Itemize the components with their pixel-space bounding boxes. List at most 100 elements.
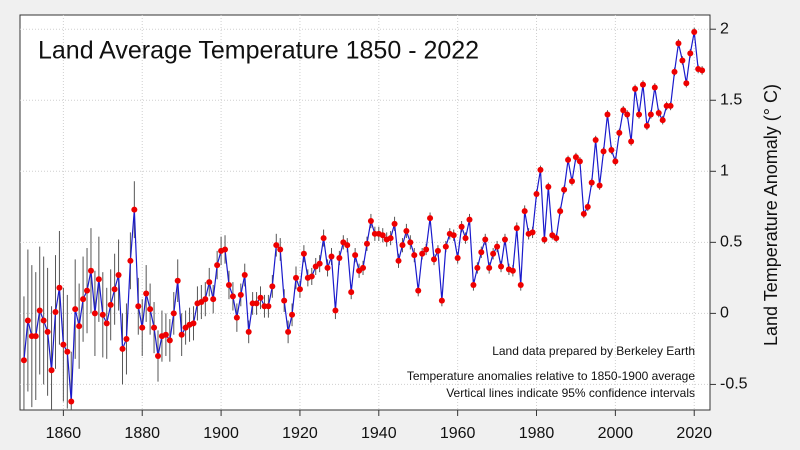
data-point xyxy=(494,243,501,250)
data-point xyxy=(56,284,63,291)
data-point xyxy=(620,107,627,114)
data-point xyxy=(498,263,505,270)
data-point xyxy=(206,279,213,286)
data-point xyxy=(659,117,666,124)
data-point xyxy=(320,235,327,242)
data-point xyxy=(509,267,516,274)
data-point xyxy=(103,320,110,327)
data-point xyxy=(683,80,690,87)
data-point xyxy=(545,183,552,190)
data-point xyxy=(64,348,71,355)
data-point xyxy=(407,239,414,246)
data-point xyxy=(458,223,465,230)
data-point xyxy=(123,335,130,342)
data-point xyxy=(679,57,686,64)
data-point xyxy=(557,208,564,215)
data-point xyxy=(482,236,489,243)
chart-title: Land Average Temperature 1850 - 2022 xyxy=(38,37,479,65)
data-point xyxy=(20,357,27,364)
data-point xyxy=(76,323,83,330)
data-point xyxy=(269,283,276,290)
data-point xyxy=(379,232,386,239)
data-point xyxy=(348,289,355,296)
data-point xyxy=(572,154,579,161)
data-point xyxy=(454,254,461,261)
data-point xyxy=(655,110,662,117)
data-point xyxy=(115,272,122,279)
data-point xyxy=(541,236,548,243)
data-point xyxy=(84,287,91,294)
data-point xyxy=(95,276,102,283)
data-point xyxy=(474,264,481,271)
data-point xyxy=(91,310,98,317)
y-tick-label: -0.5 xyxy=(720,376,748,393)
x-tick-label: 1940 xyxy=(361,425,397,442)
data-point xyxy=(241,272,248,279)
data-point xyxy=(222,246,229,253)
data-point xyxy=(675,40,682,47)
x-tick-label: 1920 xyxy=(282,425,318,442)
data-point xyxy=(604,111,611,118)
y-tick-label: 2 xyxy=(720,20,729,37)
data-point xyxy=(643,122,650,129)
data-point xyxy=(367,218,374,225)
data-point xyxy=(363,240,370,247)
data-point xyxy=(225,281,232,288)
data-point xyxy=(521,208,528,215)
data-point xyxy=(352,252,359,259)
data-point xyxy=(285,328,292,335)
data-point xyxy=(438,297,445,304)
data-point xyxy=(513,225,520,232)
data-point xyxy=(533,191,540,198)
data-point xyxy=(427,215,434,222)
data-point xyxy=(470,281,477,288)
data-point xyxy=(395,257,402,264)
data-point xyxy=(403,227,410,234)
data-point xyxy=(442,243,449,250)
data-point xyxy=(580,210,587,217)
data-point xyxy=(40,317,47,324)
data-point xyxy=(162,331,169,338)
data-point xyxy=(253,300,260,307)
x-tick-label: 1980 xyxy=(519,425,555,442)
x-tick-label: 2020 xyxy=(676,425,712,442)
data-point xyxy=(490,250,497,257)
data-point xyxy=(80,296,87,303)
data-point xyxy=(360,264,367,271)
data-point xyxy=(423,246,430,253)
data-point xyxy=(324,264,331,271)
data-point xyxy=(210,296,217,303)
data-point xyxy=(151,324,158,331)
annotation: Land data prepared by Berkeley Earth xyxy=(492,344,695,358)
data-point xyxy=(245,328,252,335)
data-point xyxy=(237,291,244,298)
data-point xyxy=(561,186,568,193)
data-point xyxy=(612,158,619,165)
data-point xyxy=(44,328,51,335)
data-point xyxy=(636,111,643,118)
data-point xyxy=(691,29,698,36)
data-point xyxy=(68,398,75,405)
data-point xyxy=(671,68,678,75)
data-point xyxy=(135,303,142,310)
x-tick-label: 1860 xyxy=(46,425,82,442)
data-point xyxy=(229,293,236,300)
data-point xyxy=(166,337,173,344)
data-point xyxy=(52,308,59,315)
data-point xyxy=(24,317,31,324)
data-point xyxy=(517,281,524,288)
data-point xyxy=(300,250,307,257)
data-point xyxy=(529,229,536,236)
data-point xyxy=(202,296,209,303)
data-point xyxy=(60,341,67,348)
y-tick-label: 0.5 xyxy=(720,234,742,251)
data-point xyxy=(588,179,595,186)
data-point xyxy=(174,277,181,284)
data-point xyxy=(537,166,544,173)
data-point xyxy=(332,307,339,314)
data-point xyxy=(576,158,583,165)
annotation: Vertical lines indicate 95% confidence i… xyxy=(446,386,695,400)
data-point xyxy=(596,182,603,189)
data-point xyxy=(616,129,623,136)
